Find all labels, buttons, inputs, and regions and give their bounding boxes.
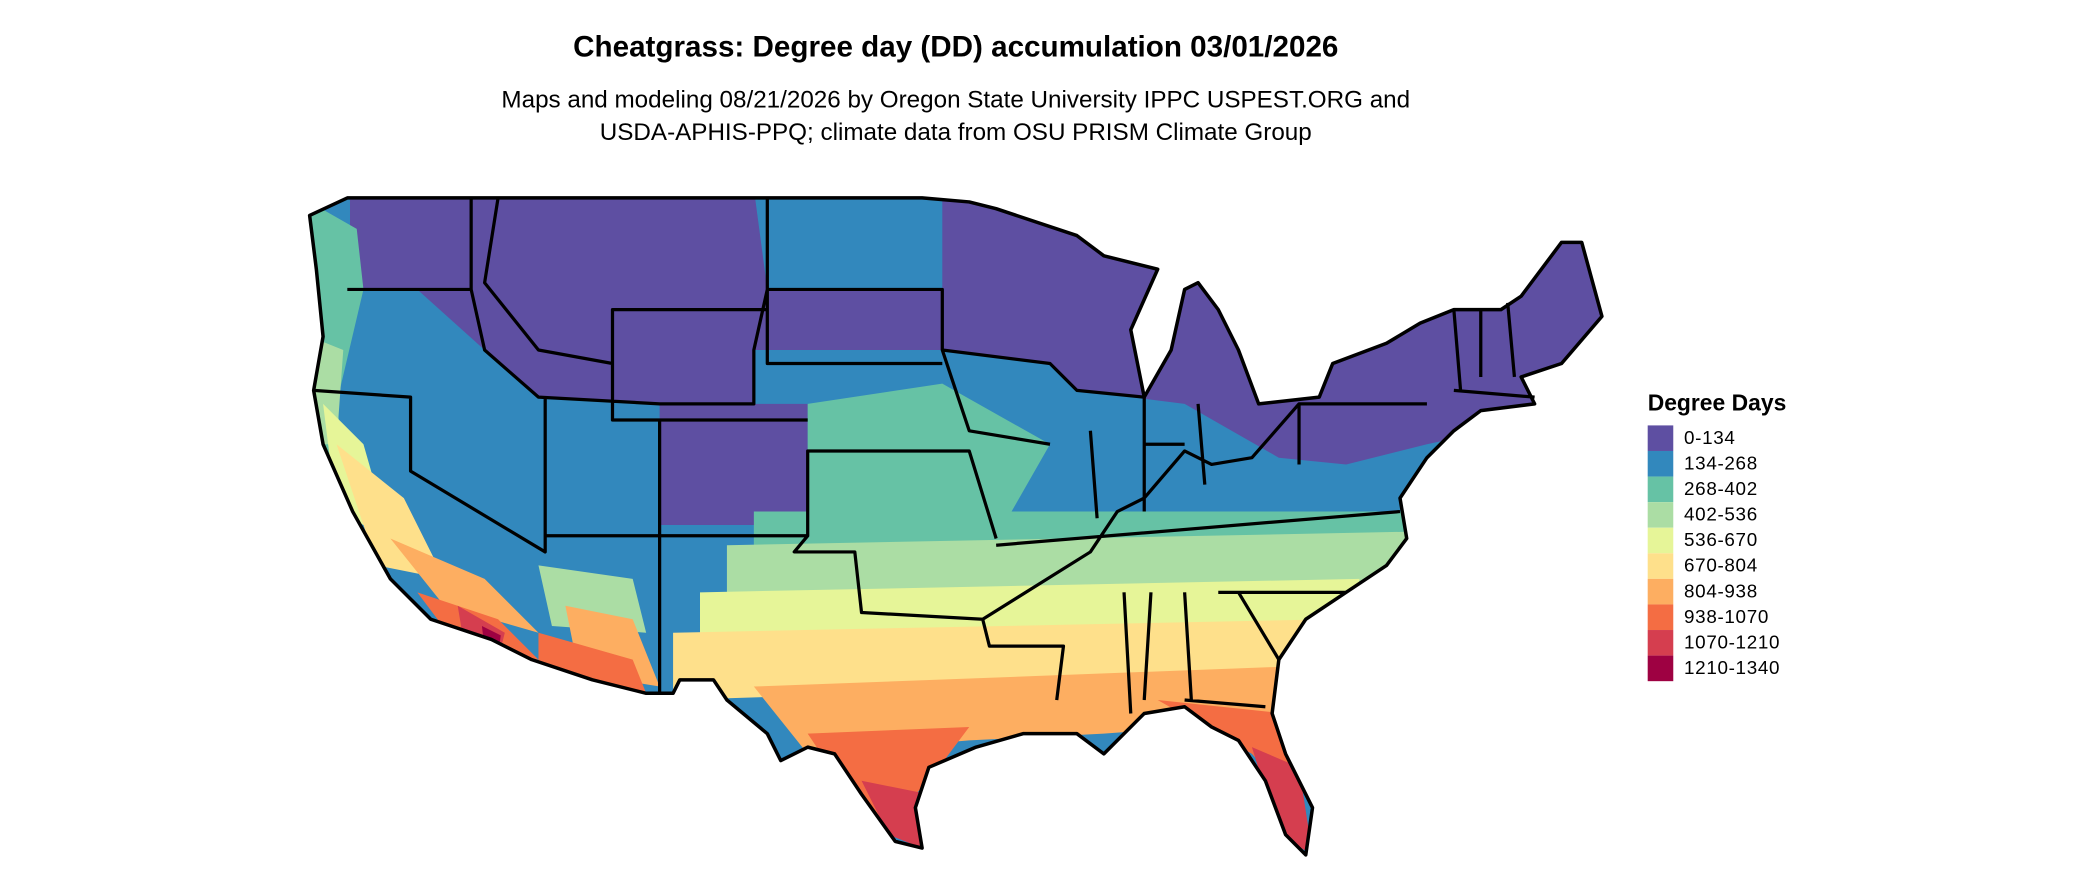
- legend-label: 402-536: [1684, 504, 1758, 525]
- heat-zone: [390, 538, 1293, 754]
- heat-zone: [457, 605, 1313, 855]
- legend-label: 804-938: [1684, 580, 1758, 601]
- legend-swatch: [1647, 425, 1674, 451]
- legend-label: 268-402: [1684, 478, 1758, 499]
- legend-label: 134-268: [1684, 452, 1758, 473]
- legend-swatch: [1647, 655, 1674, 682]
- legend-label: 1070-1210: [1684, 631, 1780, 652]
- legend-label: 536-670: [1684, 529, 1758, 550]
- legend-label: 938-1070: [1684, 606, 1769, 627]
- legend-swatch: [1647, 604, 1674, 631]
- legend-swatch: [1647, 502, 1674, 528]
- map-subtitle: Maps and modeling 08/21/2026 by Oregon S…: [501, 87, 1410, 114]
- legend-label: 0-134: [1684, 427, 1736, 448]
- heat-zone: [309, 336, 1407, 633]
- legend-swatch: [1647, 527, 1674, 554]
- heat-zone: [309, 201, 1414, 566]
- heat-zone: [323, 403, 1360, 647]
- heat-zones: [309, 197, 1602, 855]
- legend-swatch: [1647, 630, 1674, 656]
- legend-label: 1210-1340: [1684, 657, 1780, 678]
- state-borders: [313, 197, 1535, 714]
- map-subtitle: USDA-APHIS-PPQ; climate data from OSU PR…: [600, 119, 1312, 146]
- legend-swatch: [1647, 450, 1674, 477]
- legend: 0-134 134-268 268-402 402-536 536-670 670-804…: [1647, 425, 1780, 682]
- map-title: Cheatgrass: Degree day (DD) accumulation…: [573, 31, 1338, 64]
- legend-swatch: [1647, 476, 1674, 503]
- legend-swatch: [1647, 578, 1674, 605]
- heat-zone: [336, 444, 1333, 701]
- legend-swatch: [1647, 553, 1674, 579]
- legend-title: Degree Days: [1648, 390, 1787, 416]
- legend-label: 670-804: [1684, 555, 1758, 576]
